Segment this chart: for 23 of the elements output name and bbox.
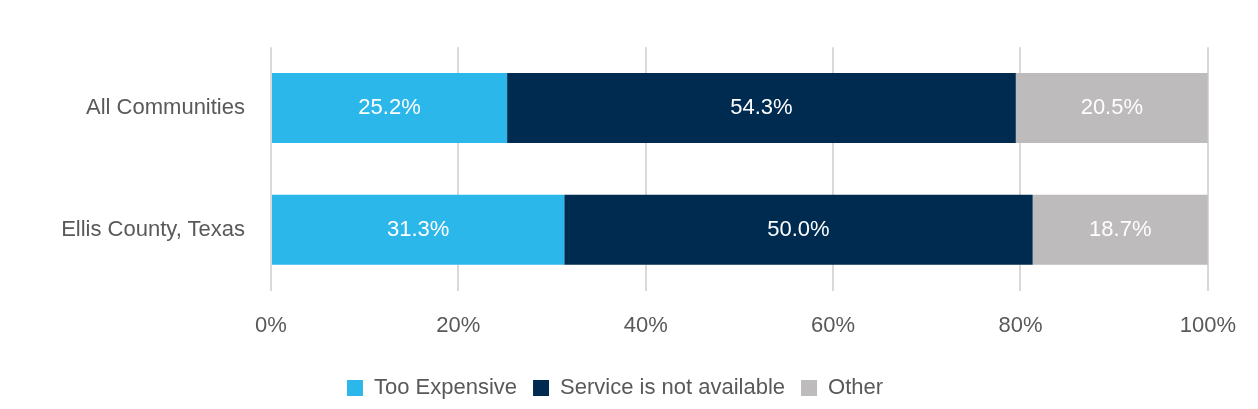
legend-label: Too Expensive <box>373 374 518 400</box>
x-tick-label: 100% <box>1179 311 1237 337</box>
y-tick-label: All Communities <box>86 94 245 120</box>
data-label: 25.2% <box>358 94 421 120</box>
x-tick-label: 0% <box>255 311 287 337</box>
data-label: 20.5% <box>1080 94 1144 120</box>
data-label: 31.3% <box>386 215 450 241</box>
x-tick-label: 60% <box>811 311 856 337</box>
bar <box>507 73 1016 144</box>
bar <box>564 194 1033 265</box>
bar <box>1015 73 1208 144</box>
legend-label: Service is not available <box>560 374 786 400</box>
y-tick-label: Ellis County, Texas <box>61 215 245 241</box>
data-label: 18.7% <box>1089 215 1152 241</box>
x-tick-label: 20% <box>436 311 481 337</box>
x-tick-label: 80% <box>998 311 1043 337</box>
bar <box>1032 194 1208 265</box>
data-label: 54.3% <box>730 94 793 120</box>
legend-label: Other <box>828 374 884 400</box>
bar <box>272 73 508 144</box>
bar <box>272 194 565 265</box>
x-tick-label: 40% <box>623 311 668 337</box>
data-label: 50.0% <box>767 215 830 241</box>
